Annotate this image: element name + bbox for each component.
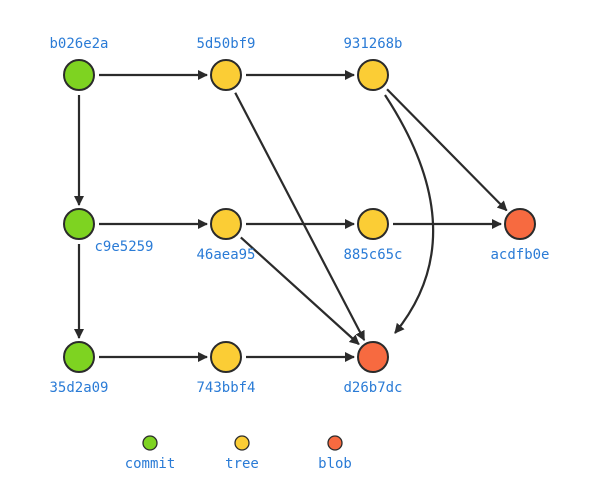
- legend-item-blob: blob: [318, 435, 352, 472]
- node-label: b026e2a: [49, 36, 108, 52]
- node-blob[interactable]: acdfb0e: [490, 208, 550, 263]
- commit-circle[interactable]: [63, 341, 95, 373]
- legend-swatch: [327, 435, 343, 451]
- blob-circle[interactable]: [504, 208, 536, 240]
- node-label: acdfb0e: [490, 247, 549, 263]
- edge-46aea95-to-d26b7dc: [240, 236, 360, 346]
- node-tree[interactable]: 931268b: [343, 36, 403, 91]
- legend-label: commit: [125, 456, 176, 472]
- node-label: 885c65c: [343, 247, 402, 263]
- node-label: 5d50bf9: [196, 36, 255, 52]
- edge-5d50bf9-to-d26b7dc: [234, 92, 366, 342]
- node-commit[interactable]: 35d2a09: [49, 341, 109, 396]
- commit-circle[interactable]: [63, 208, 95, 240]
- tree-circle[interactable]: [357, 208, 389, 240]
- legend-swatch: [234, 435, 250, 451]
- edge-931268b-to-d26b7dc: [384, 94, 435, 334]
- node-label: 931268b: [343, 36, 402, 52]
- node-label: d26b7dc: [343, 380, 402, 396]
- node-label: 743bbf4: [196, 380, 255, 396]
- node-tree[interactable]: 46aea95: [196, 208, 256, 263]
- tree-circle[interactable]: [210, 341, 242, 373]
- edges: [74, 70, 508, 362]
- edge-931268b-to-acdfb0e: [386, 88, 508, 212]
- legend-item-tree: tree: [225, 435, 259, 472]
- node-tree[interactable]: 5d50bf9: [196, 36, 256, 91]
- node-tree[interactable]: 743bbf4: [196, 341, 256, 396]
- node-tree[interactable]: 885c65c: [343, 208, 403, 263]
- nodes: b026e2a 5d50bf9 931268b c9e5259 46aea95 885c6…: [49, 36, 549, 396]
- tree-circle[interactable]: [210, 208, 242, 240]
- tree-circle[interactable]: [210, 59, 242, 91]
- legend-label: tree: [225, 456, 259, 472]
- legend-label: blob: [318, 456, 352, 472]
- node-commit[interactable]: c9e5259: [63, 208, 154, 255]
- legend-item-commit: commit: [125, 435, 176, 472]
- node-label: c9e5259: [94, 239, 153, 255]
- commit-circle[interactable]: [63, 59, 95, 91]
- node-label: 46aea95: [196, 247, 255, 263]
- blob-circle[interactable]: [357, 341, 389, 373]
- legend: commit tree blob: [125, 435, 352, 472]
- legend-swatch: [142, 435, 158, 451]
- node-commit[interactable]: b026e2a: [49, 36, 109, 91]
- tree-circle[interactable]: [357, 59, 389, 91]
- node-label: 35d2a09: [49, 380, 108, 396]
- node-blob[interactable]: d26b7dc: [343, 341, 403, 396]
